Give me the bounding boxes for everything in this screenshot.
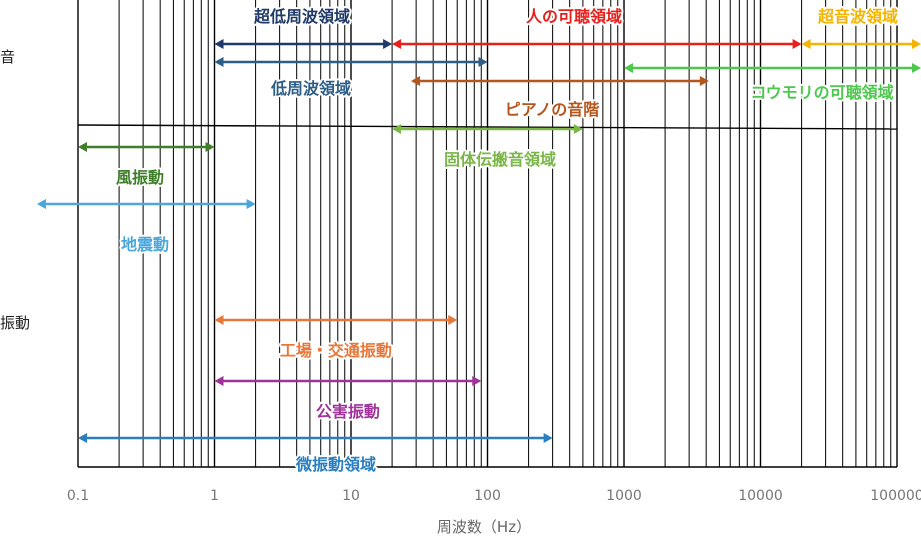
range-bar <box>801 39 921 49</box>
x-tick-label: 100000 <box>870 488 921 504</box>
arrow-head <box>543 433 553 443</box>
side-label-sound: 音 <box>0 48 15 66</box>
range-bar <box>214 57 488 67</box>
x-tick-label: 1 <box>210 488 219 504</box>
arrow-head <box>246 199 256 209</box>
arrow-head <box>78 433 87 443</box>
range-bar <box>410 76 709 86</box>
x-axis-title: 周波数（Hz） <box>437 518 531 536</box>
arrow-head <box>624 63 633 73</box>
arrow-head <box>912 63 921 73</box>
range-bar <box>78 433 553 443</box>
divider-line <box>77 124 898 130</box>
range-label: 風振動 <box>116 168 164 187</box>
sound-vibration-divider <box>77 124 898 130</box>
arrow-head <box>448 315 458 325</box>
arrow-head <box>36 199 46 209</box>
gridlines <box>77 0 898 468</box>
arrow-head <box>792 39 802 49</box>
arrow-head <box>801 39 811 49</box>
arrow-head <box>912 39 921 49</box>
arrow-head <box>214 39 224 49</box>
range-bar <box>624 63 921 73</box>
x-tick-label: 1000 <box>606 488 642 504</box>
arrow-head <box>383 39 393 49</box>
range-bars <box>36 39 921 443</box>
x-tick-labels: 0.1 1 10 100 1000 10000 100000 <box>67 488 921 504</box>
arrow-head <box>205 142 215 152</box>
range-label: 微振動領域 <box>295 455 376 474</box>
arrow-head <box>573 124 583 134</box>
range-label: 工場・交通振動 <box>280 341 392 360</box>
range-bar <box>214 39 393 49</box>
arrow-head <box>392 39 402 49</box>
range-label: 低周波領域 <box>270 79 351 98</box>
range-label: 固体伝搬音領域 <box>444 150 556 169</box>
x-tick-label: 10000 <box>738 488 783 504</box>
arrow-head <box>478 57 488 67</box>
arrow-head <box>410 76 420 86</box>
range-bar <box>214 376 482 386</box>
range-label: コウモリの可聴領域 <box>750 83 893 102</box>
x-tick-label: 10 <box>342 488 360 504</box>
range-bar <box>36 199 256 209</box>
range-bar <box>214 315 458 325</box>
arrow-head <box>214 57 224 67</box>
range-label: 人の可聴領域 <box>526 7 622 26</box>
range-label: 超低周波領域 <box>253 7 350 26</box>
arrow-head <box>699 76 709 86</box>
range-label: 公害振動 <box>316 402 380 421</box>
arrow-head <box>214 376 224 386</box>
range-bar <box>78 142 215 152</box>
x-tick-label: 100 <box>474 488 501 504</box>
range-bar <box>392 124 583 134</box>
range-label: ピアノの音階 <box>505 100 600 119</box>
side-label-vibration: 振動 <box>0 314 30 332</box>
arrow-head <box>78 142 87 152</box>
arrow-head <box>392 124 402 134</box>
range-label: 超音波領域 <box>817 7 898 26</box>
range-label: 地震動 <box>121 235 169 254</box>
arrow-head <box>472 376 482 386</box>
arrow-head <box>214 315 224 325</box>
range-bar <box>392 39 802 49</box>
x-tick-label: 0.1 <box>67 488 89 504</box>
